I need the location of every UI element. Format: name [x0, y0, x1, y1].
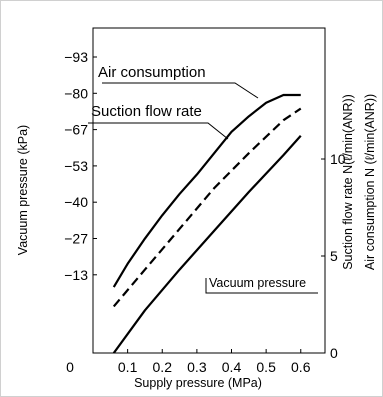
x-axis-title: Supply pressure (MPa) [134, 376, 262, 390]
y-right-tick-label: 10 [330, 151, 346, 167]
x-tick-label: 0.3 [187, 359, 207, 375]
vacuum-pressure-callout: Vacuum pressure [209, 276, 306, 290]
y-left-axis-title: Vacuum pressure (kPa) [16, 125, 30, 255]
x-tick-label: 0.5 [256, 359, 276, 375]
y-right-tick-label: 5 [330, 248, 338, 264]
x-tick-label: 0.1 [118, 359, 138, 375]
y-left-tick-label: −80 [64, 85, 88, 101]
y-left-tick-label: −67 [64, 122, 88, 138]
x-tick-label: 0.2 [153, 359, 173, 375]
y-left-tick-label: −93 [64, 49, 88, 65]
y-right-axis-title-suction: Suction flow rate N(ℓ/min(ANR)) [341, 94, 355, 270]
x-axis-ticks: 0 0.1 0.2 0.3 0.4 0.5 0.6 [66, 349, 311, 375]
y-left-tick-label: −40 [64, 194, 88, 210]
vacuum-pressure-line [112, 135, 302, 354]
y-right-axis-title-air: Air consumption N (ℓ/min(ANR)) [363, 94, 377, 270]
y-left-tick-label: −53 [64, 158, 88, 174]
y-left-tick-label: −27 [64, 231, 88, 247]
y-right-tick-label: 0 [330, 345, 338, 361]
y-left-axis-ticks: −93 −80 −67 −53 −40 −27 −13 [64, 49, 97, 283]
series-lines [112, 93, 302, 354]
air-consumption-line [112, 107, 302, 308]
vacuum-pressure-leader [205, 278, 318, 294]
plot-frame [92, 27, 326, 354]
air-consumption-callout: Air consumption [98, 64, 206, 81]
suction-flow-leader [88, 122, 229, 140]
x-tick-label: 0.4 [222, 359, 242, 375]
y-left-tick-label: −13 [64, 267, 88, 283]
x-tick-label: 0.6 [291, 359, 311, 375]
y-right-axis-ticks: 10 5 0 [321, 151, 346, 361]
x-tick-label: 0 [66, 359, 74, 375]
suction-flow-callout: Suction flow rate [91, 103, 202, 120]
air-consumption-leader [102, 82, 259, 99]
suction-flow-rate-line [112, 93, 301, 288]
